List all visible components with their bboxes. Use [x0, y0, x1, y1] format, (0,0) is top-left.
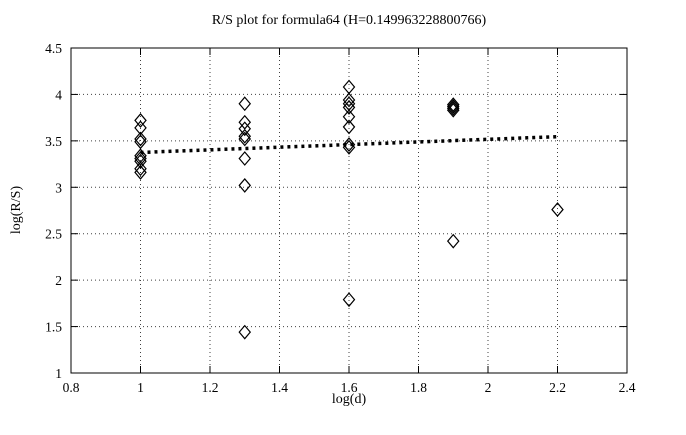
x-tick-label: 2.2 — [549, 380, 566, 395]
y-tick-label: 4 — [55, 87, 62, 102]
y-tick-label: 3 — [55, 180, 62, 195]
data-point — [342, 292, 356, 308]
data-point — [238, 324, 252, 340]
grid-lines — [71, 48, 627, 373]
y-tick-label: 4.5 — [45, 41, 62, 56]
x-tick-label: 2.4 — [619, 380, 636, 395]
data-point — [238, 151, 252, 166]
data-point — [238, 178, 252, 193]
data-point — [134, 161, 147, 177]
x-tick-label: 1.6 — [341, 380, 358, 395]
x-tick-label: 1.8 — [410, 380, 427, 395]
data-point — [134, 165, 147, 180]
x-tick-label: 2 — [485, 380, 492, 395]
x-tick-label: 0.8 — [63, 380, 80, 395]
data-point — [134, 131, 147, 147]
y-axis-label: log(R/S) — [9, 185, 24, 235]
data-point — [342, 137, 356, 152]
data-point — [342, 109, 356, 125]
data-point — [342, 100, 356, 115]
data-point — [446, 233, 460, 249]
y-tick-label: 2 — [55, 273, 62, 288]
data-point — [446, 100, 460, 116]
data-point — [342, 119, 356, 135]
axes — [70, 47, 628, 374]
data-point — [551, 202, 564, 217]
x-tick-label: 1.4 — [271, 380, 288, 395]
data-point — [238, 96, 252, 112]
data-point — [446, 97, 460, 113]
y-tick-label: 2.5 — [45, 227, 62, 242]
y-tick-label: 1 — [55, 366, 62, 381]
chart-title: R/S plot for formula64 (H=0.149963228800… — [211, 13, 487, 28]
data-point — [342, 139, 356, 155]
data-point — [238, 131, 252, 147]
y-tick-label: 3.5 — [45, 134, 62, 149]
tick-labels: 0.8 1 1.2 1.4 1.6 1.8 2 2.2 2.411.522.533.544.5 — [45, 41, 636, 395]
data-point — [134, 113, 147, 128]
data-point — [342, 79, 356, 95]
data-points — [134, 79, 564, 340]
data-point — [134, 153, 147, 169]
y-tick-label: 1.5 — [45, 320, 62, 335]
data-point — [342, 92, 356, 108]
data-point — [238, 121, 252, 137]
data-point — [446, 99, 460, 114]
x-axis-label: log(d) — [331, 392, 367, 407]
x-tick-label: 1.2 — [202, 380, 219, 395]
data-point — [238, 128, 252, 144]
data-point — [446, 102, 460, 118]
x-tick-label: 1 — [137, 380, 144, 395]
